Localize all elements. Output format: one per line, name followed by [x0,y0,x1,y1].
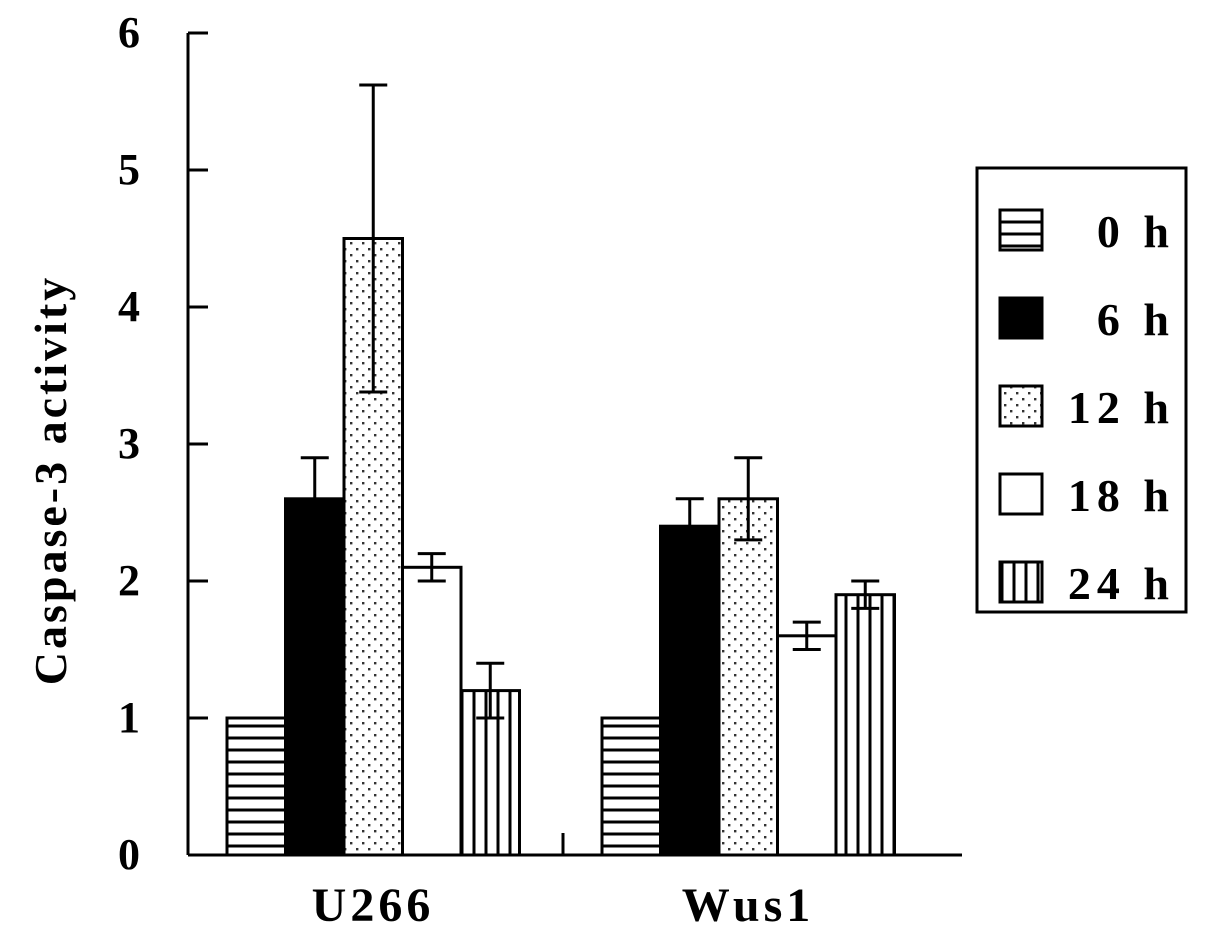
legend-label-12h: 12 h [1068,382,1175,433]
y-tick-label: 1 [118,693,140,742]
legend-swatch-0h [998,208,1044,252]
bars [225,237,896,857]
y-axis-ticks: 0 1 2 3 4 5 6 [118,8,208,879]
bar-u266-18h [401,565,463,857]
error-bars [300,83,880,720]
bar-u266-6h [284,497,346,857]
legend: 0 h 6 h 12 h 18 h 24 h [975,166,1188,614]
bar-u266-0h [225,716,287,857]
legend-swatch-12h [998,384,1044,428]
y-tick-label: 6 [118,8,140,57]
legend-label-0h: 0 h [1097,206,1175,257]
y-tick-label: 0 [118,830,140,879]
bar-wus1-18h [776,634,838,857]
y-axis-label: Caspase-3 activity [25,275,76,685]
legend-label-18h: 18 h [1068,470,1175,521]
category-label-wus1: Wus1 [682,879,815,932]
y-tick-label: 4 [118,282,140,331]
legend-swatch-18h [998,472,1044,516]
legend-label-24h: 24 h [1068,558,1175,609]
x-axis-categories: U266 Wus1 [312,879,815,932]
bar-wus1-6h [659,524,721,857]
legend-swatch-24h [998,560,1044,604]
legend-swatch-6h [998,296,1044,340]
bar-wus1-24h [834,593,896,857]
bar-wus1-12h [717,497,779,857]
category-label-u266: U266 [312,879,435,932]
y-tick-label: 5 [118,145,140,194]
legend-label-6h: 6 h [1097,294,1175,345]
y-tick-label: 2 [118,556,140,605]
y-tick-label: 3 [118,419,140,468]
bar-wus1-0h [600,716,662,857]
